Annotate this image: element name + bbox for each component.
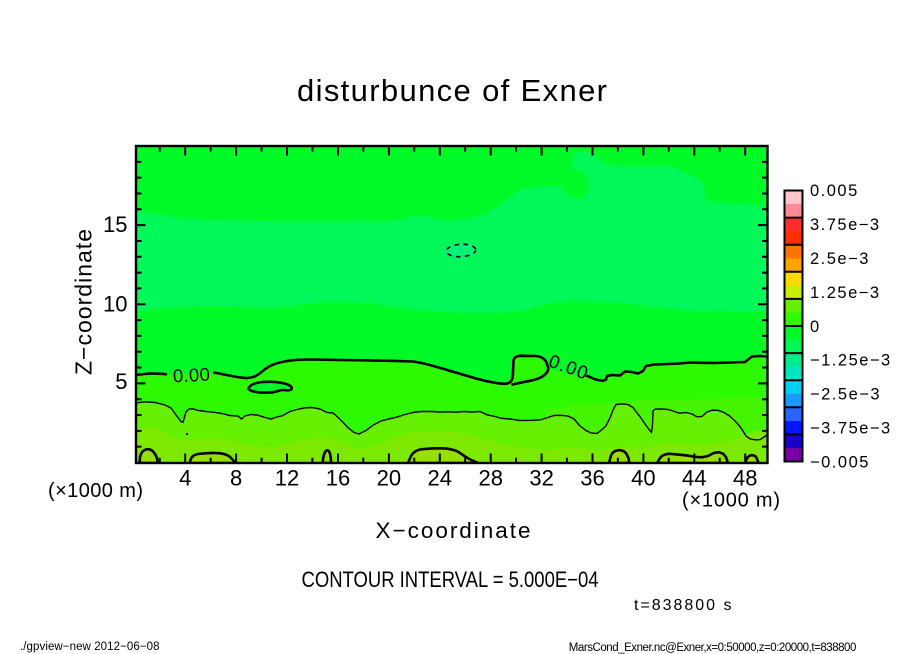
svg-text:t=838800 s: t=838800 s xyxy=(634,597,732,614)
svg-text:15: 15 xyxy=(103,212,127,237)
svg-text:(×1000 m): (×1000 m) xyxy=(682,490,780,512)
svg-text:44: 44 xyxy=(682,466,706,491)
svg-text:−0.005: −0.005 xyxy=(810,453,870,471)
svg-text:0: 0 xyxy=(810,318,821,336)
svg-text:48: 48 xyxy=(733,466,757,491)
svg-text:2.5e−3: 2.5e−3 xyxy=(810,250,870,268)
svg-text:disturbunce of Exner: disturbunce of Exner xyxy=(297,73,607,108)
svg-text:0.00: 0.00 xyxy=(172,364,210,387)
svg-text:3.75e−3: 3.75e−3 xyxy=(810,216,881,234)
svg-text:8: 8 xyxy=(230,466,242,491)
svg-text:X−coordinate: X−coordinate xyxy=(376,518,531,543)
svg-text:./gpview−new 2012−06−08: ./gpview−new 2012−06−08 xyxy=(20,641,160,653)
svg-text:40: 40 xyxy=(631,466,655,491)
svg-text:10: 10 xyxy=(103,292,127,317)
svg-text:12: 12 xyxy=(275,466,299,491)
svg-text:1.25e−3: 1.25e−3 xyxy=(810,284,881,302)
svg-text:−1.25e−3: −1.25e−3 xyxy=(810,352,892,370)
svg-text:36: 36 xyxy=(580,466,604,491)
svg-text:0.005: 0.005 xyxy=(810,182,859,200)
svg-text:28: 28 xyxy=(478,466,502,491)
svg-text:−3.75e−3: −3.75e−3 xyxy=(810,420,892,438)
svg-text:20: 20 xyxy=(377,466,401,491)
svg-text:5: 5 xyxy=(115,369,127,394)
svg-text:16: 16 xyxy=(326,466,350,491)
svg-text:(×1000 m): (×1000 m) xyxy=(48,480,143,502)
svg-text:MarsCond_Exner.nc@Exner,x=0:50: MarsCond_Exner.nc@Exner,x=0:50000,z=0:20… xyxy=(569,642,857,654)
svg-text:24: 24 xyxy=(428,466,452,491)
svg-text:CONTOUR INTERVAL = 5.000E−04: CONTOUR INTERVAL = 5.000E−04 xyxy=(302,567,599,592)
svg-text:4: 4 xyxy=(179,466,191,491)
svg-text:32: 32 xyxy=(529,466,553,491)
svg-text:Z−coordinate: Z−coordinate xyxy=(71,229,97,375)
svg-text:−2.5e−3: −2.5e−3 xyxy=(810,386,881,404)
